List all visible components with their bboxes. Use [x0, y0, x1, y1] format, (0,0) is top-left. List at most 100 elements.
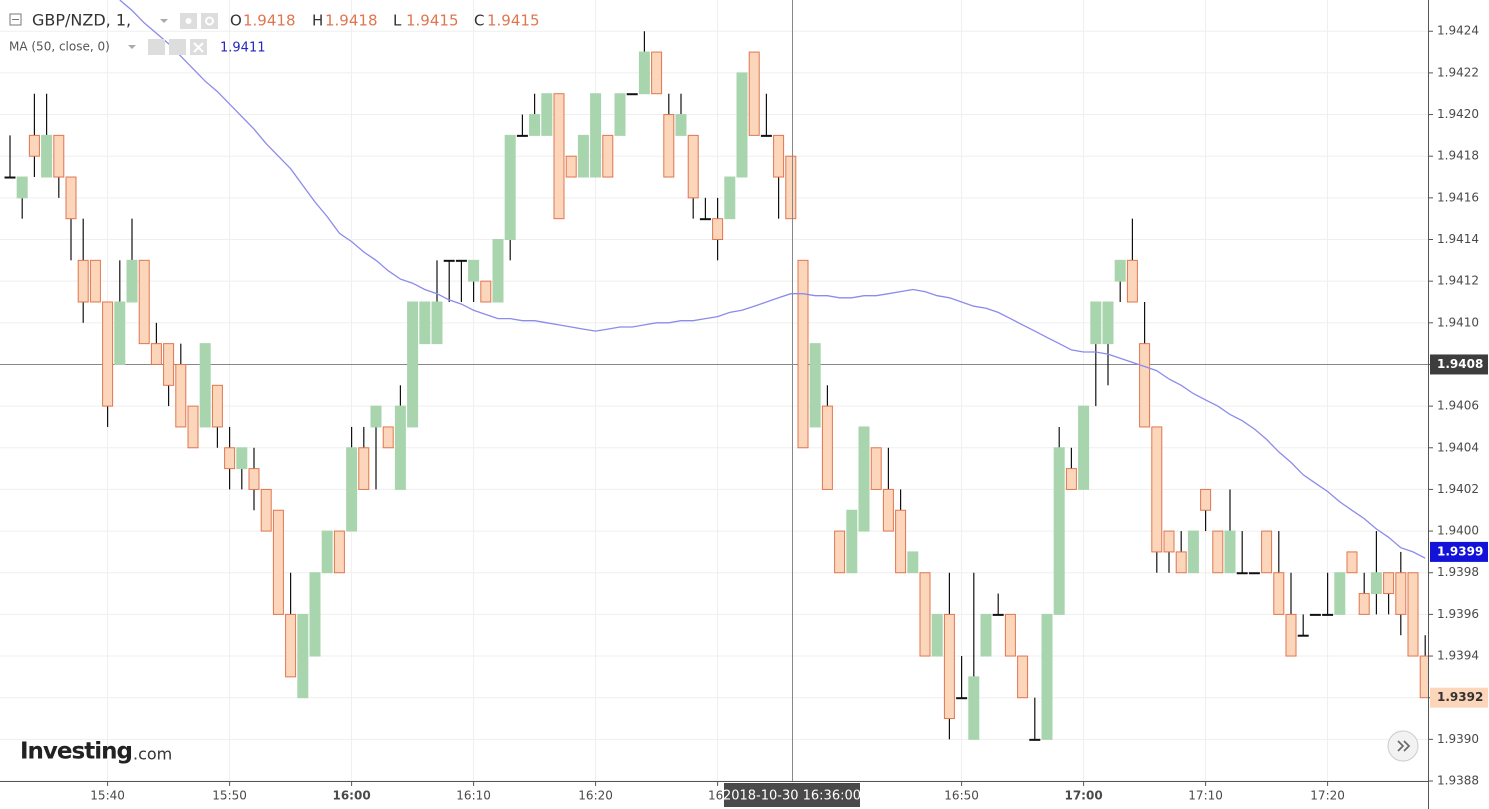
- candle-body: [821, 405, 833, 490]
- crosshair-time: 2018-10-30 16:36:00: [723, 789, 861, 804]
- y-tick-label: 1.9388: [1437, 774, 1479, 788]
- y-tick-label: 1.9420: [1437, 107, 1479, 121]
- candle-body: [956, 697, 968, 700]
- candle-body: [1102, 301, 1114, 345]
- candle-body: [333, 530, 345, 574]
- candle-body: [285, 613, 297, 678]
- candle-body: [394, 405, 406, 490]
- candle-body: [1297, 634, 1309, 637]
- candle-body: [1139, 343, 1151, 428]
- candle-body: [1407, 572, 1419, 657]
- candle-body: [590, 93, 602, 178]
- crosshair-time-box: [724, 783, 860, 807]
- candle-body: [382, 426, 394, 449]
- candle-body: [809, 343, 821, 428]
- logo-suffix: .com: [133, 745, 172, 764]
- candle-body: [4, 176, 16, 179]
- candle-body: [1041, 613, 1053, 740]
- candle-body: [468, 259, 480, 282]
- candle-body: [102, 301, 114, 407]
- candle-body: [492, 239, 504, 303]
- candle-body: [1163, 530, 1175, 553]
- x-tick-label: 16:50: [944, 789, 979, 803]
- price-label: 1.9408: [1437, 357, 1483, 371]
- candle-body: [1322, 613, 1334, 616]
- x-tick-label: 16:20: [578, 789, 613, 803]
- y-tick-label: 1.9398: [1437, 565, 1479, 579]
- ma-legend-name: MA (50, close, 0): [9, 40, 110, 54]
- settings-icon-gear: [205, 16, 214, 26]
- settings-icon[interactable]: [169, 39, 186, 55]
- candle-body: [53, 134, 65, 178]
- y-tick-label: 1.9412: [1437, 274, 1479, 288]
- price-label-box: [1430, 541, 1488, 562]
- eye-icon[interactable]: [148, 39, 165, 55]
- candle-body: [89, 259, 101, 303]
- x-tick-label: 15:50: [212, 789, 247, 803]
- candle-body: [163, 343, 175, 386]
- x-tick-label: 16:: [708, 789, 727, 803]
- ohlc-label: O: [230, 12, 242, 30]
- candle-body: [248, 468, 260, 490]
- candle-body: [675, 114, 687, 136]
- candle-body: [358, 447, 370, 490]
- candle-body: [1383, 572, 1395, 595]
- candle-body: [455, 259, 467, 262]
- x-tick-label: 17:10: [1188, 789, 1223, 803]
- candle-body: [431, 301, 443, 345]
- candle-body: [1126, 259, 1138, 303]
- dropdown-caret[interactable]: [160, 19, 168, 23]
- candle-body: [407, 301, 419, 428]
- candle-body: [346, 447, 358, 532]
- candle-body: [1395, 572, 1407, 615]
- ohlc-legend: O 1.9418 H 1.9418 L 1.9415 C 1.9415: [230, 12, 540, 30]
- candle-body: [541, 93, 553, 136]
- settings-icon[interactable]: [201, 13, 218, 29]
- candle-body: [114, 301, 126, 365]
- candle-body: [199, 343, 211, 428]
- candle-body: [1346, 551, 1358, 574]
- candle-body: [1090, 301, 1102, 345]
- candle-body: [724, 176, 736, 220]
- x-tick-label: 17:20: [1310, 789, 1345, 803]
- candle-body: [834, 530, 846, 574]
- y-tick-label: 1.9406: [1437, 399, 1479, 413]
- y-tick-label: 1.9416: [1437, 190, 1479, 204]
- x-tick-label: 16:00: [332, 789, 370, 803]
- candle-body: [943, 613, 955, 720]
- candle-body: [370, 405, 382, 428]
- candle-body: [968, 676, 980, 740]
- candle-body: [638, 51, 650, 95]
- plot-area: [0, 0, 1428, 741]
- ohlc-label: H: [312, 12, 323, 30]
- candle-body: [760, 134, 772, 137]
- ohlc-label: C: [474, 12, 484, 30]
- candle-body: [187, 405, 199, 449]
- ohlc-value: 1.9418: [325, 12, 378, 30]
- y-tick-label: 1.9418: [1437, 149, 1479, 163]
- ohlc-value: 1.9415: [487, 12, 540, 30]
- candle-body: [480, 280, 492, 303]
- candle-body: [1370, 572, 1382, 595]
- candle-body: [773, 134, 785, 178]
- candle-body: [443, 259, 455, 262]
- candle-body: [1261, 530, 1273, 574]
- dropdown-caret[interactable]: [128, 45, 136, 49]
- candle-body: [1065, 468, 1077, 490]
- candle-body: [614, 93, 626, 136]
- candle-body: [687, 134, 699, 199]
- x-tick-label: 16:10: [456, 789, 491, 803]
- price-label: 1.9399: [1437, 544, 1483, 558]
- price-label-box: [1430, 354, 1488, 375]
- scroll-right-icon: [1397, 740, 1411, 752]
- candle-body: [1053, 447, 1065, 615]
- y-tick-label: 1.9424: [1437, 24, 1479, 38]
- y-tick-label: 1.9402: [1437, 482, 1479, 496]
- candle-body: [516, 134, 528, 137]
- close-icon-x: [193, 42, 204, 53]
- candle-body: [882, 488, 894, 532]
- x-tick-label: 17:00: [1064, 789, 1102, 803]
- candle-body: [748, 51, 760, 136]
- collapse-icon[interactable]: [9, 13, 22, 26]
- y-tick-label: 1.9410: [1437, 315, 1479, 329]
